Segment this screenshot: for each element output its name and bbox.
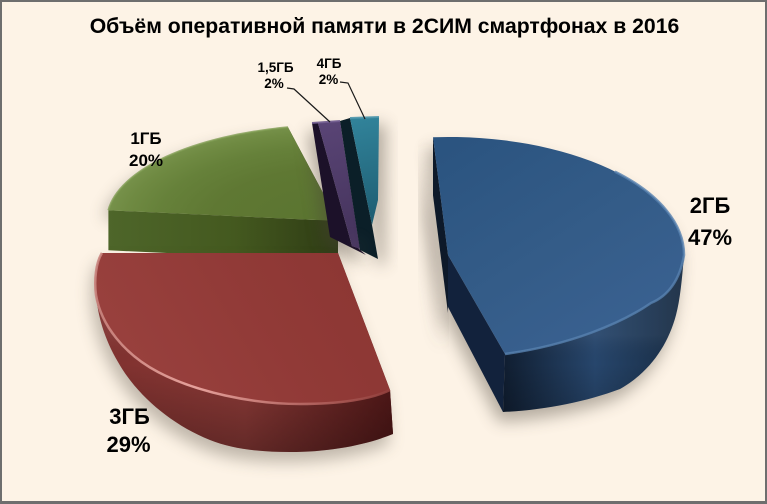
svg-text:2%: 2% xyxy=(264,76,284,91)
svg-text:2ГБ: 2ГБ xyxy=(690,193,731,218)
svg-text:1,5ГБ: 1,5ГБ xyxy=(257,60,293,75)
svg-text:2%: 2% xyxy=(319,72,339,87)
svg-text:3ГБ: 3ГБ xyxy=(109,404,150,429)
svg-text:20%: 20% xyxy=(129,151,163,170)
svg-text:1ГБ: 1ГБ xyxy=(130,129,161,148)
svg-text:47%: 47% xyxy=(688,225,732,250)
svg-text:4ГБ: 4ГБ xyxy=(317,56,342,71)
svg-text:29%: 29% xyxy=(106,432,150,457)
